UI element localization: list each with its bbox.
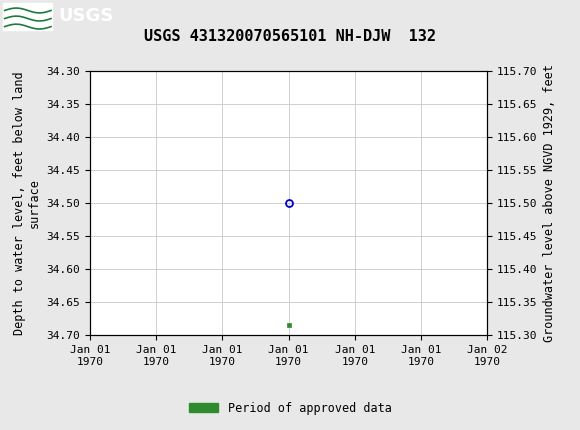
Text: USGS 431320070565101 NH-DJW  132: USGS 431320070565101 NH-DJW 132 <box>144 29 436 44</box>
Y-axis label: Groundwater level above NGVD 1929, feet: Groundwater level above NGVD 1929, feet <box>543 64 556 342</box>
Text: USGS: USGS <box>58 7 113 25</box>
Bar <box>3 3 52 30</box>
Legend: Period of approved data: Period of approved data <box>184 397 396 420</box>
Y-axis label: Depth to water level, feet below land
surface: Depth to water level, feet below land su… <box>13 71 41 335</box>
